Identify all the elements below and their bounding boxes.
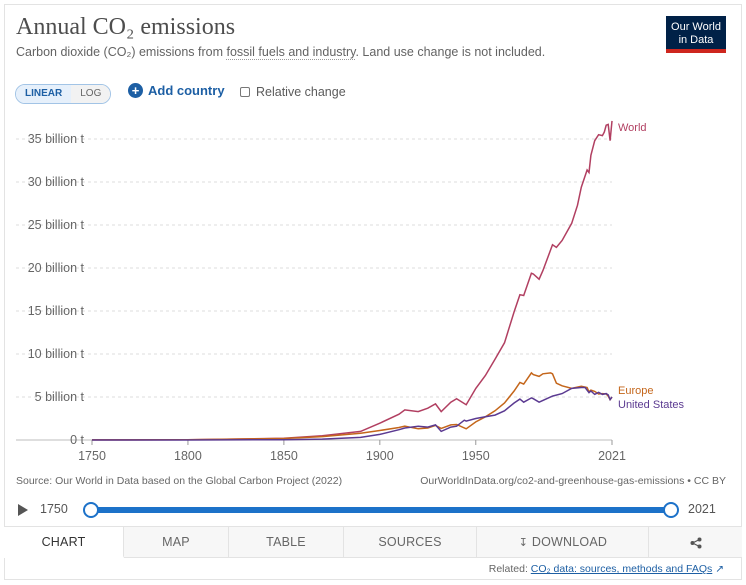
share-icon <box>690 537 701 549</box>
chart-title: Annual CO₂ emissions <box>16 14 236 40</box>
x-axis: 1750 1800 1850 1900 1950 2021 <box>78 440 626 463</box>
relative-change-toggle[interactable]: Relative change <box>240 85 346 99</box>
linear-scale-button[interactable]: LINEAR <box>16 85 72 103</box>
related-link-row: Related: CO₂ data: sources, methods and … <box>489 563 724 575</box>
chart-frame <box>4 4 742 580</box>
download-icon: ↧ <box>518 537 529 549</box>
x-tick-label: 1800 <box>174 449 202 463</box>
series-line-europe[interactable] <box>91 371 613 441</box>
timeline-track[interactable] <box>92 507 671 513</box>
chart-subtitle: Carbon dioxide (CO₂) emissions from foss… <box>16 45 546 60</box>
series-labels: World Europe United States <box>618 122 685 411</box>
subtitle-prefix: Carbon dioxide (CO₂) emissions from <box>16 45 227 59</box>
source-note: Source: Our World in Data based on the G… <box>16 475 343 487</box>
timeline-end-handle[interactable] <box>663 502 679 518</box>
share-button[interactable] <box>649 527 742 558</box>
add-country-label: Add country <box>148 83 225 98</box>
timeline-start-year: 1750 <box>40 502 68 516</box>
x-tick-label: 1950 <box>462 449 490 463</box>
related-prefix: Related: <box>488 563 531 575</box>
tab-bar: CHART MAP TABLE SOURCES ↧ DOWNLOAD <box>4 526 742 558</box>
series-line-united-states[interactable] <box>92 386 613 441</box>
play-icon[interactable] <box>18 504 28 516</box>
series-label-world[interactable]: World <box>618 122 647 134</box>
add-country-button[interactable]: + Add country <box>128 83 225 98</box>
x-tick-label: 2021 <box>598 449 626 463</box>
tab-chart[interactable]: CHART <box>4 527 124 558</box>
y-tick-label: 5 billion t <box>35 390 85 404</box>
series-line-world[interactable] <box>91 120 613 441</box>
y-axis: 0 t 5 billion t 10 billion t 15 billion t 20… <box>28 132 85 447</box>
y-tick-label: 35 billion t <box>28 132 85 146</box>
timeline-end-year: 2021 <box>688 502 716 516</box>
y-tick-label: 25 billion t <box>28 218 85 232</box>
x-tick-label: 1750 <box>78 449 106 463</box>
x-tick-label: 1850 <box>270 449 298 463</box>
y-tick-label: 20 billion t <box>28 261 85 275</box>
relative-change-label: Relative change <box>256 85 346 99</box>
chart-grid <box>16 138 612 441</box>
fossil-fuels-link[interactable]: fossil fuels and industry <box>226 45 356 60</box>
chart-series <box>91 120 613 441</box>
tab-sources[interactable]: SOURCES <box>344 527 477 558</box>
y-tick-label: 15 billion t <box>28 304 85 318</box>
relative-change-checkbox[interactable] <box>240 87 250 97</box>
timeline: 1750 2021 <box>0 498 746 522</box>
log-scale-button[interactable]: LOG <box>71 85 111 103</box>
chart-url[interactable]: OurWorldInData.org/co2-and-greenhouse-ga… <box>420 475 726 487</box>
y-tick-label: 0 t <box>70 433 84 447</box>
y-tick-label: 10 billion t <box>28 347 85 361</box>
y-tick-label: 30 billion t <box>28 175 85 189</box>
logo-line-1: Our World <box>671 21 721 33</box>
co2-faq-link[interactable]: CO₂ data: sources, methods and FAQs <box>530 563 713 575</box>
logo-line-2: in Data <box>678 34 714 46</box>
plus-circle-icon: + <box>128 83 143 98</box>
download-label: DOWNLOAD <box>531 535 608 549</box>
scale-toggle: LINEAR LOG <box>15 84 112 104</box>
x-tick-label: 1900 <box>366 449 394 463</box>
timeline-start-handle[interactable] <box>83 502 99 518</box>
series-label-europe[interactable]: Europe <box>618 385 653 397</box>
tab-map[interactable]: MAP <box>124 527 229 558</box>
subtitle-suffix: . Land use change is not included. <box>355 45 546 59</box>
tab-table[interactable]: TABLE <box>229 527 344 558</box>
series-label-united-states[interactable]: United States <box>618 399 685 411</box>
owid-logo[interactable]: Our World in Data <box>666 16 726 53</box>
external-link-icon: ↗ <box>712 563 724 575</box>
line-chart: 0 t 5 billion t 10 billion t 15 billion t 20… <box>16 120 685 463</box>
tab-download[interactable]: ↧ DOWNLOAD <box>477 527 649 558</box>
